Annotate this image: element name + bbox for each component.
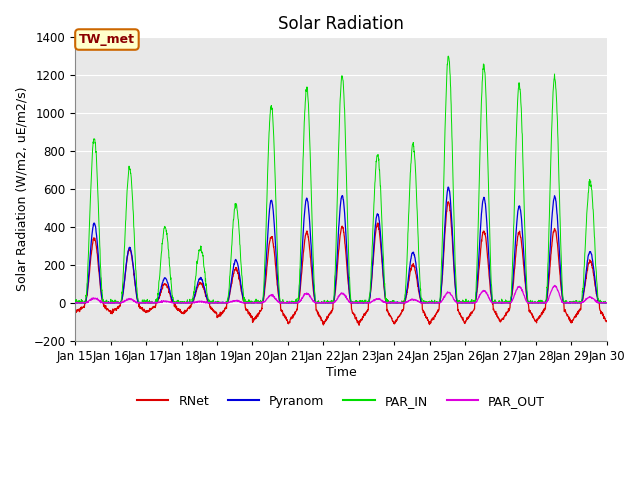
X-axis label: Time: Time [326,366,356,379]
Line: PAR_OUT: PAR_OUT [76,286,607,303]
RNet [72,309,79,315]
PAR_OUT [220,300,227,306]
Pyranom [220,300,227,306]
PAR_IN [72,297,79,303]
Pyranom [603,300,611,306]
PAR_IN [356,298,364,303]
RNet [603,318,611,324]
Line: PAR_IN: PAR_IN [76,56,607,303]
PAR_OUT [72,300,79,306]
Pyranom [556,259,564,264]
RNet [220,308,227,313]
PAR_OUT [556,293,564,299]
Pyranom [368,275,376,280]
RNet [496,316,504,322]
Text: TW_met: TW_met [79,33,135,46]
PAR_OUT [368,299,376,305]
PAR_OUT [551,283,559,288]
PAR_IN [73,300,81,306]
Y-axis label: Solar Radiation (W/m2, uE/m2/s): Solar Radiation (W/m2, uE/m2/s) [15,87,28,291]
RNet [571,315,579,321]
Pyranom [495,300,503,306]
RNet [356,319,364,324]
PAR_IN [556,219,564,225]
RNet [556,273,564,278]
PAR_OUT [571,300,579,305]
PAR_OUT [356,300,364,306]
PAR_IN [603,300,611,306]
PAR_IN [220,300,228,305]
PAR_OUT [603,300,611,306]
PAR_IN [445,53,452,59]
RNet [355,323,363,328]
PAR_IN [571,299,579,305]
Pyranom [72,300,79,306]
Line: Pyranom: Pyranom [76,187,607,303]
Line: RNet: RNet [76,202,607,325]
Pyranom [444,184,452,190]
PAR_IN [368,253,376,259]
Pyranom [571,300,579,306]
RNet [368,275,376,281]
RNet [444,199,452,204]
PAR_OUT [495,300,503,305]
Pyranom [356,300,364,306]
Title: Solar Radiation: Solar Radiation [278,15,404,33]
PAR_IN [496,300,504,306]
Legend: RNet, Pyranom, PAR_IN, PAR_OUT: RNet, Pyranom, PAR_IN, PAR_OUT [132,390,550,412]
